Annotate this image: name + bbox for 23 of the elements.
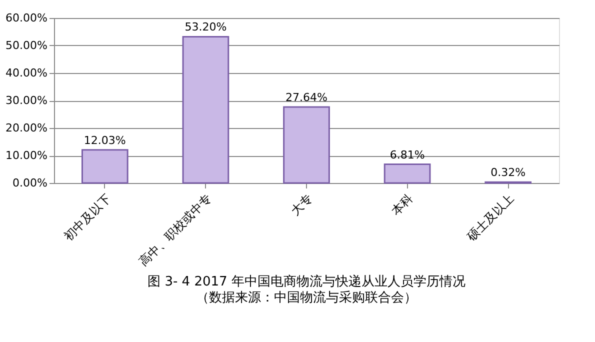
text: （数据来源：中国物流与采购联合会）: [196, 290, 417, 306]
y-tick-label: 10.00%: [6, 149, 48, 162]
x-tick-label: 高中、职校或中专: [136, 191, 214, 269]
data-label: 6.81%: [390, 148, 425, 162]
y-tick-label: 40.00%: [6, 66, 48, 80]
data-label: 27.64%: [286, 90, 328, 104]
x-tick-label: 初中及以下: [61, 191, 114, 244]
data-label: 53.20%: [184, 20, 227, 34]
x-tick-label: 硕士及以上: [464, 191, 517, 244]
data-label: 12.03%: [84, 134, 126, 147]
x-tick-label: 本科: [388, 191, 416, 218]
bar: [384, 164, 431, 184]
y-tick-label: 20.00%: [6, 122, 48, 134]
text: 图 3- 4 2017 年中国电商物流与快递从业人员学历情况: [148, 274, 466, 290]
y-tick-label: 30.00%: [6, 94, 48, 107]
y-tick-label: 0.00%: [12, 176, 48, 190]
data-label: 0.32%: [490, 166, 526, 180]
y-tick-label: 50.00%: [6, 39, 48, 52]
y-tick-label: 60.00%: [6, 12, 48, 24]
x-tick-label: 大专: [288, 191, 315, 218]
bar: [81, 149, 128, 184]
bar: [182, 36, 230, 184]
bar: [283, 106, 330, 184]
